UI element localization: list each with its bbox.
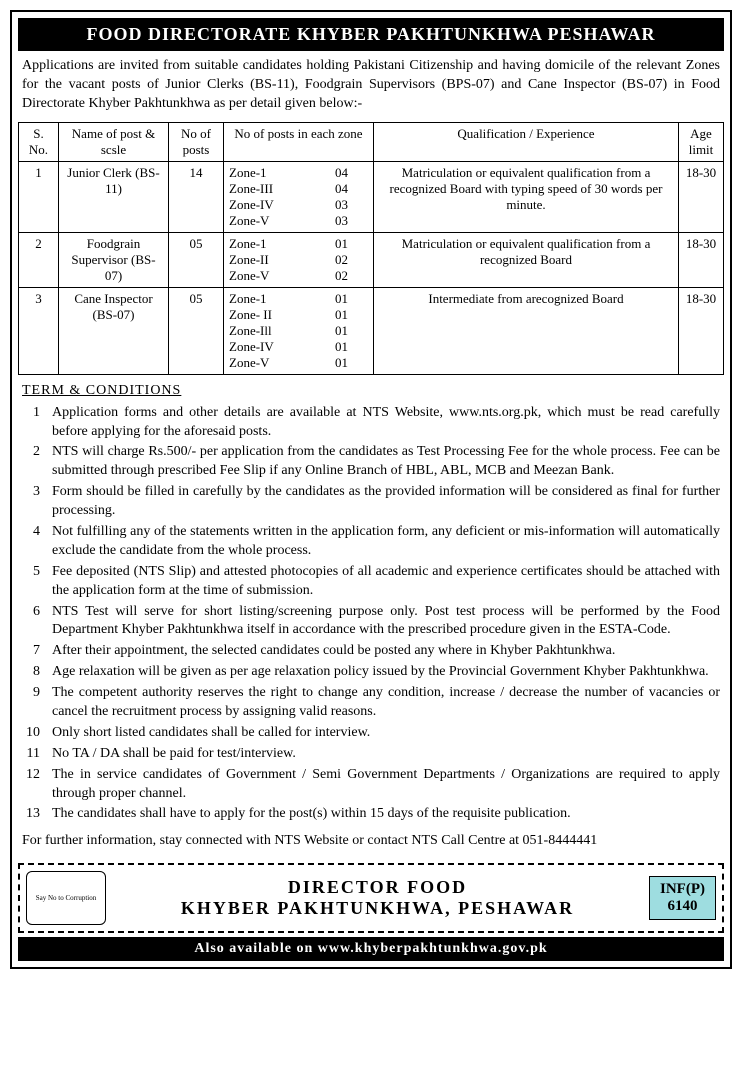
director-title: DIRECTOR FOOD (114, 877, 641, 898)
condition-item: 9The competent authority reserves the ri… (22, 683, 720, 723)
infp-badge: INF(P) 6140 (649, 876, 716, 920)
cell-name: Foodgrain Supervisor (BS-07) (59, 232, 169, 287)
condition-item: 7After their appointment, the selected c… (22, 641, 720, 662)
cell-noposts: 05 (169, 232, 224, 287)
condition-item: 8Age relaxation will be given as per age… (22, 662, 720, 683)
condition-item: 1Application forms and other details are… (22, 403, 720, 443)
director-signature: DIRECTOR FOOD KHYBER PAKHTUNKHWA, PESHAW… (114, 877, 641, 919)
cell-zones: Zone-104Zone-III04Zone-IV03Zone-V03 (224, 161, 374, 232)
cell-qualification: Matriculation or equivalent qualificatio… (374, 161, 679, 232)
document-frame: FOOD DIRECTORATE KHYBER PAKHTUNKHWA PESH… (10, 10, 732, 969)
condition-item: 4Not fulfilling any of the statements wr… (22, 522, 720, 562)
director-location: KHYBER PAKHTUNKHWA, PESHAWAR (114, 898, 641, 919)
col-qual: Qualification / Experience (374, 122, 679, 161)
condition-item: 11No TA / DA shall be paid for test/inte… (22, 744, 720, 765)
cell-sno: 3 (19, 287, 59, 374)
col-noposts: No of posts (169, 122, 224, 161)
footer-contact: For further information, stay connected … (18, 831, 724, 855)
cell-noposts: 05 (169, 287, 224, 374)
condition-item: 6NTS Test will serve for short listing/s… (22, 602, 720, 642)
col-age: Age limit (679, 122, 724, 161)
table-row: 2Foodgrain Supervisor (BS-07)05Zone-101Z… (19, 232, 724, 287)
condition-item: 13The candidates shall have to apply for… (22, 804, 720, 825)
cell-qualification: Matriculation or equivalent qualificatio… (374, 232, 679, 287)
cell-age: 18-30 (679, 232, 724, 287)
table-row: 3Cane Inspector (BS-07)05Zone-101Zone- I… (19, 287, 724, 374)
table-header-row: S. No. Name of post & scsle No of posts … (19, 122, 724, 161)
cell-zones: Zone-101Zone- II01Zone-Ill01Zone-IV01Zon… (224, 287, 374, 374)
cell-qualification: Intermediate from arecognized Board (374, 287, 679, 374)
infp-number: 6140 (660, 898, 705, 915)
posts-table: S. No. Name of post & scsle No of posts … (18, 122, 724, 375)
anti-corruption-logo: Say No to Corruption (26, 871, 106, 925)
cell-name: Junior Clerk (BS-11) (59, 161, 169, 232)
page-title: FOOD DIRECTORATE KHYBER PAKHTUNKHWA PESH… (18, 18, 724, 51)
signature-block: Say No to Corruption DIRECTOR FOOD KHYBE… (18, 863, 724, 933)
cell-name: Cane Inspector (BS-07) (59, 287, 169, 374)
col-name: Name of post & scsle (59, 122, 169, 161)
infp-label: INF(P) (660, 881, 705, 898)
cell-sno: 2 (19, 232, 59, 287)
condition-item: 2NTS will charge Rs.500/- per applicatio… (22, 442, 720, 482)
condition-item: 5Fee deposited (NTS Slip) and attested p… (22, 562, 720, 602)
cell-age: 18-30 (679, 161, 724, 232)
col-sno: S. No. (19, 122, 59, 161)
condition-item: 3Form should be filled in carefully by t… (22, 482, 720, 522)
terms-title: TERM & CONDITIONS (18, 381, 724, 403)
cell-age: 18-30 (679, 287, 724, 374)
cell-sno: 1 (19, 161, 59, 232)
cell-noposts: 14 (169, 161, 224, 232)
intro-paragraph: Applications are invited from suitable c… (18, 51, 724, 118)
conditions-list: 1Application forms and other details are… (18, 403, 724, 832)
condition-item: 12The in service candidates of Governmen… (22, 765, 720, 805)
website-bar: Also available on www.khyberpakhtunkhwa.… (18, 937, 724, 961)
condition-item: 10Only short listed candidates shall be … (22, 723, 720, 744)
table-row: 1Junior Clerk (BS-11)14Zone-104Zone-III0… (19, 161, 724, 232)
cell-zones: Zone-101Zone-II02Zone-V02 (224, 232, 374, 287)
col-zones: No of posts in each zone (224, 122, 374, 161)
